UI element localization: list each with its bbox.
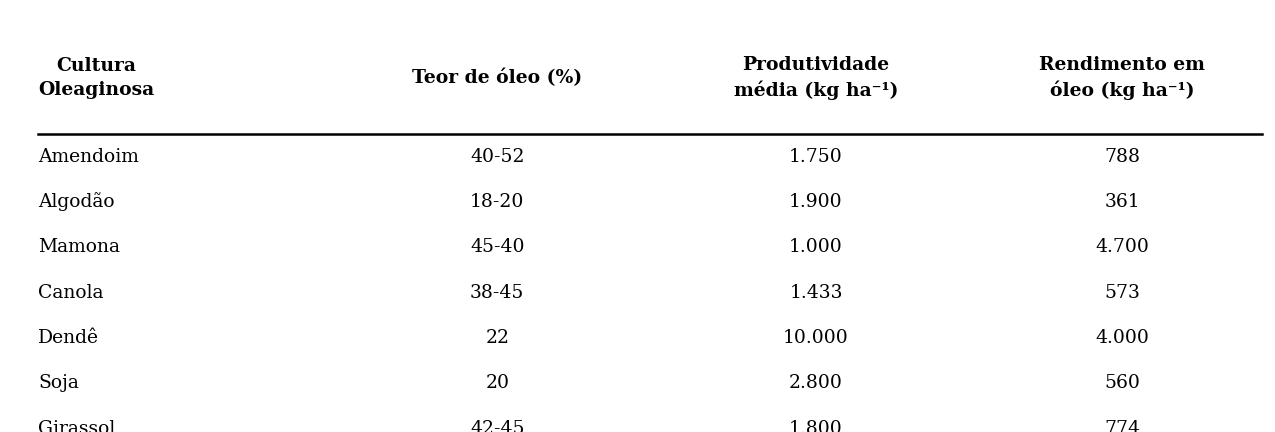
Text: Canola: Canola (38, 284, 103, 302)
Text: Soja: Soja (38, 375, 79, 392)
Text: Amendoim: Amendoim (38, 148, 139, 165)
Text: 18-20: 18-20 (470, 193, 524, 211)
Text: 4.700: 4.700 (1095, 238, 1149, 256)
Text: Girassol: Girassol (38, 420, 116, 432)
Text: Teor de óleo (%): Teor de óleo (%) (412, 69, 583, 87)
Text: 1.900: 1.900 (789, 193, 843, 211)
Text: 40-52: 40-52 (470, 148, 524, 165)
Text: 560: 560 (1104, 375, 1140, 392)
Text: Mamona: Mamona (38, 238, 120, 256)
Text: 573: 573 (1104, 284, 1140, 302)
Text: 42-45: 42-45 (470, 420, 524, 432)
Text: 4.000: 4.000 (1095, 329, 1149, 347)
Text: 22: 22 (486, 329, 509, 347)
Text: 1.800: 1.800 (789, 420, 843, 432)
Text: 10.000: 10.000 (783, 329, 849, 347)
Text: 361: 361 (1104, 193, 1140, 211)
Text: 1.433: 1.433 (789, 284, 843, 302)
Text: 774: 774 (1104, 420, 1140, 432)
Text: 38-45: 38-45 (470, 284, 524, 302)
Text: Algodão: Algodão (38, 193, 115, 211)
Text: Cultura
Oleaginosa: Cultura Oleaginosa (38, 57, 154, 98)
Text: Produtividade
média (kg ha⁻¹): Produtividade média (kg ha⁻¹) (734, 56, 898, 100)
Text: 1.000: 1.000 (789, 238, 843, 256)
Text: 1.750: 1.750 (789, 148, 843, 165)
Text: 45-40: 45-40 (470, 238, 524, 256)
Text: 788: 788 (1104, 148, 1140, 165)
Text: Dendê: Dendê (38, 329, 99, 347)
Text: Rendimento em
óleo (kg ha⁻¹): Rendimento em óleo (kg ha⁻¹) (1039, 56, 1205, 100)
Text: 2.800: 2.800 (789, 375, 843, 392)
Text: 20: 20 (486, 375, 509, 392)
